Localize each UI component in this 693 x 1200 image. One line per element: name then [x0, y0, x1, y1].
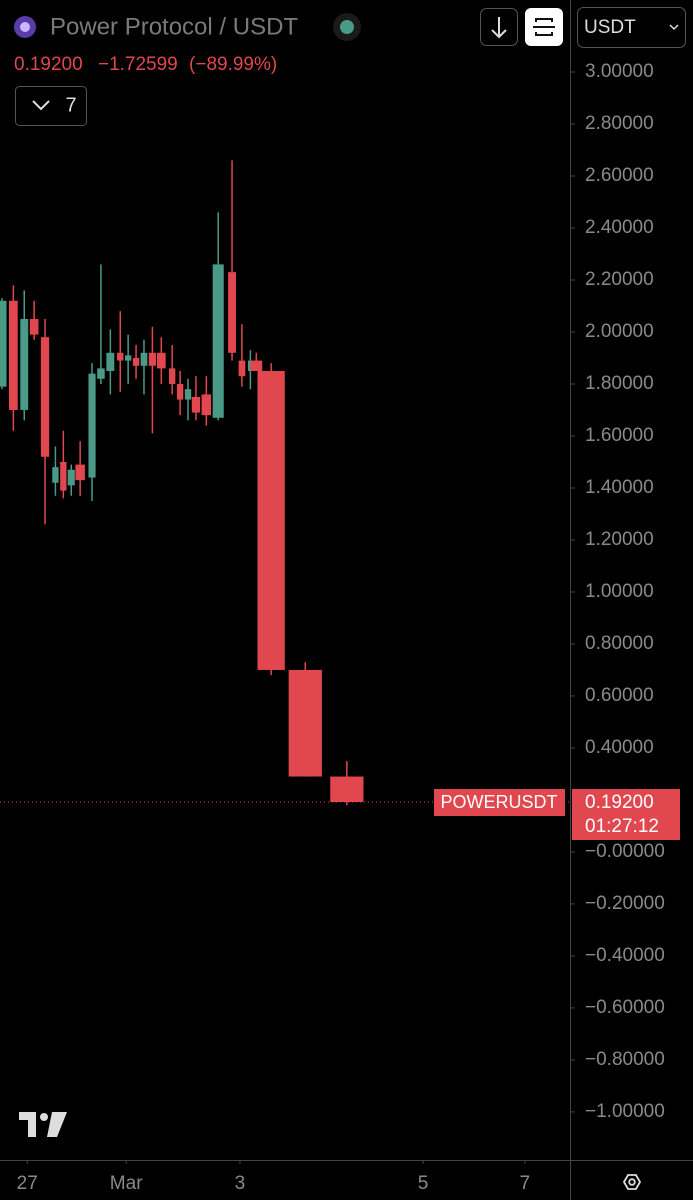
candle-body — [0, 300, 7, 387]
y-tick-label: −0.40000 — [585, 945, 665, 966]
status-dot — [340, 20, 354, 34]
y-tick-label: 0.40000 — [585, 737, 654, 758]
layout-button[interactable] — [525, 8, 563, 46]
y-tick-label: 2.20000 — [585, 269, 654, 290]
tradingview-logo — [19, 1112, 67, 1137]
candle-body — [156, 352, 166, 369]
y-tick-label: 0.60000 — [585, 685, 654, 706]
y-tick-label: 2.60000 — [585, 165, 654, 186]
indicator-count: 7 — [65, 94, 76, 116]
candle-body — [52, 467, 59, 483]
y-tick-label: 2.40000 — [585, 217, 654, 238]
x-tick-label: 5 — [418, 1173, 429, 1194]
symbol-label: POWERUSDT — [441, 792, 558, 812]
candle-body — [250, 360, 263, 371]
candle-body — [330, 776, 364, 803]
y-tick-label: 1.80000 — [585, 373, 654, 394]
candle-body — [88, 373, 96, 478]
plot-area — [0, 160, 570, 806]
y-tick-label: 1.00000 — [585, 581, 654, 602]
price: 0.19200 — [14, 54, 83, 75]
symbol-label-bg — [434, 789, 565, 817]
price-label: 0.19200 — [585, 792, 654, 813]
y-tick-label: −0.00000 — [585, 841, 665, 862]
currency-select[interactable]: USDT — [577, 7, 686, 48]
change: −1.72599 — [98, 54, 178, 75]
chart-title: Power Protocol / USDT — [50, 13, 298, 40]
x-tick-label: 27 — [17, 1173, 38, 1194]
coin-icon-inner — [20, 22, 30, 32]
price-label-bg — [572, 789, 680, 841]
candle-body — [212, 264, 224, 418]
candle-body — [176, 383, 184, 400]
x-tick-label: 7 — [520, 1173, 531, 1194]
y-tick-label: −0.80000 — [585, 1049, 665, 1070]
candle-body — [29, 318, 39, 335]
y-tick-label: 1.40000 — [585, 477, 654, 498]
currency-label: USDT — [584, 17, 636, 38]
y-tick-label: 1.20000 — [585, 529, 654, 550]
y-tick-label: 2.80000 — [585, 113, 654, 134]
candle-body — [97, 368, 105, 379]
candle-body — [288, 669, 322, 777]
candle-body — [106, 352, 115, 371]
candle-body — [238, 360, 246, 377]
candle-body — [140, 352, 148, 366]
countdown-label: 01:27:12 — [585, 816, 659, 837]
y-tick-label: −0.60000 — [585, 997, 665, 1018]
indicators-toggle[interactable]: 7 — [15, 86, 87, 126]
download-button[interactable] — [480, 8, 518, 46]
candle-body — [132, 357, 140, 366]
y-tick-label: 0.80000 — [585, 633, 654, 654]
candle-body — [60, 461, 67, 491]
y-tick-label: 3.00000 — [585, 61, 654, 82]
candle-body — [191, 396, 201, 413]
change-percent: (−89.99%) — [189, 54, 277, 75]
y-tick-label: −1.00000 — [585, 1101, 665, 1122]
candle-body — [75, 464, 85, 481]
candle-body — [117, 352, 124, 361]
candle-body — [201, 394, 212, 416]
y-tick-label: 2.00000 — [585, 321, 654, 342]
y-tick-label: −0.20000 — [585, 893, 665, 914]
candle-body — [228, 272, 237, 353]
candle-body — [20, 318, 29, 410]
axes: 3.00000 2.80000 2.60000 2.40000 2.20000 2.000… — [17, 61, 680, 1194]
x-tick-label: 3 — [235, 1173, 246, 1194]
price-change: 0.19200 −1.72599 (−89.99%) — [14, 54, 277, 75]
candle-body — [124, 355, 132, 361]
candle-body — [169, 368, 176, 384]
y-tick-label: 1.60000 — [585, 425, 654, 446]
candle-body — [40, 337, 50, 457]
candle-body — [257, 370, 285, 670]
x-tick-label: Mar — [110, 1173, 143, 1194]
candle-body — [148, 352, 156, 366]
candle-body — [67, 469, 75, 486]
candle-body — [9, 300, 18, 410]
settings-button[interactable] — [622, 1174, 642, 1190]
candle-body — [184, 389, 192, 400]
